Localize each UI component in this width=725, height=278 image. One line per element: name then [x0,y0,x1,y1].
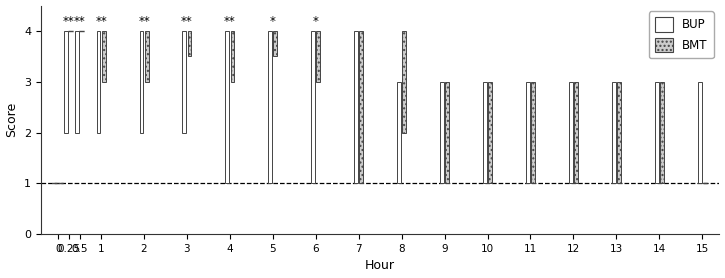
Bar [440,82,444,183]
Text: **: ** [95,15,107,28]
Bar [445,82,449,183]
Bar [697,82,702,183]
Bar [660,82,664,183]
Bar [145,31,149,82]
Text: *: * [313,15,319,28]
Bar [231,31,234,82]
Text: **: ** [181,15,193,28]
Bar [526,82,530,183]
Bar [355,31,358,183]
Bar [402,31,406,133]
X-axis label: Hour: Hour [365,259,395,272]
Text: **: ** [63,15,75,28]
Bar [139,31,144,133]
Bar [531,82,535,183]
Bar [102,31,106,82]
Bar [397,82,401,183]
Text: **: ** [224,15,236,28]
Bar [655,82,659,183]
Bar [96,31,101,133]
Bar [483,82,487,183]
Bar [65,31,68,133]
Bar [183,31,186,133]
Bar [316,31,320,82]
Bar [574,82,578,183]
Text: **: ** [138,15,150,28]
Bar [273,31,278,56]
Bar [311,31,315,183]
Bar [225,31,229,183]
Legend: BUP, BMT: BUP, BMT [649,11,713,58]
Bar [488,82,492,183]
Text: *: * [270,15,276,28]
Bar [188,31,191,56]
Bar [268,31,272,183]
Y-axis label: Score: Score [6,102,19,138]
Bar [617,82,621,183]
Bar [612,82,616,183]
Text: **: ** [74,15,86,28]
Bar [569,82,573,183]
Bar [75,31,79,133]
Bar [360,31,363,183]
